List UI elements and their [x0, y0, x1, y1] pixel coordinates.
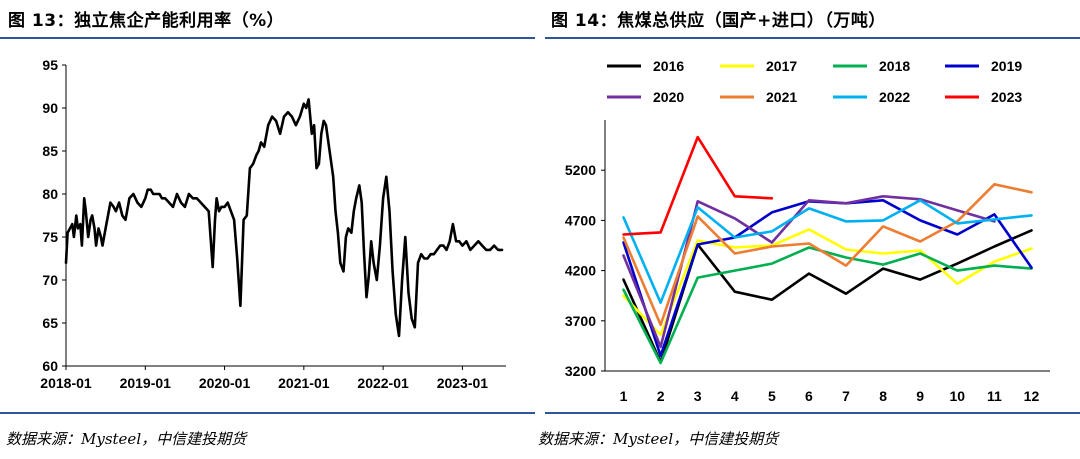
y-tick-label: 60	[42, 358, 58, 374]
y-tick-label: 95	[42, 57, 58, 73]
x-tick-label: 2	[657, 388, 665, 404]
y-tick-label: 4200	[565, 263, 596, 279]
legend-label-2017: 2017	[766, 58, 797, 74]
legend-label-2020: 2020	[653, 89, 684, 105]
right-figure-title: 图 14：焦煤总供应（国产+进口）（万吨）	[551, 11, 886, 31]
right-bottom-rule	[545, 412, 1080, 414]
x-tick-label: 3	[694, 388, 702, 404]
x-tick-label: 8	[879, 388, 887, 404]
series-line-2022	[622, 199, 1033, 305]
x-tick-label: 11	[987, 388, 1002, 404]
y-tick-label: 85	[42, 143, 58, 159]
legend-label-2023: 2023	[991, 89, 1022, 105]
y-tick-label: 75	[42, 229, 58, 245]
x-tick-label: 2021-01	[278, 375, 330, 391]
y-tick-label: 4700	[565, 212, 596, 228]
right-figure-panel: 图 14：焦煤总供应（国产+进口）（万吨） 3200 3700 4200 4700 52…	[538, 0, 1080, 459]
y-tick-label: 70	[42, 272, 58, 288]
x-tick-label: 2022-01	[357, 375, 409, 391]
right-source-note: 数据来源：Mysteel，中信建投期货	[538, 430, 779, 448]
series-line-2018	[622, 246, 1033, 365]
left-source-note: 数据来源：Mysteel，中信建投期货	[6, 430, 247, 448]
x-tick-label: 2019-01	[120, 375, 172, 391]
legend-label-2019: 2019	[991, 58, 1022, 74]
x-tick-label: 6	[805, 388, 813, 404]
y-tick-label: 65	[42, 315, 58, 331]
left-top-rule	[0, 37, 535, 39]
x-tick-label: 2023-01	[437, 375, 489, 391]
legend-label-2021: 2021	[766, 89, 797, 105]
x-tick-label: 5	[768, 388, 776, 404]
x-tick-label: 7	[842, 388, 850, 404]
left-bottom-rule	[0, 412, 535, 414]
y-tick-label: 3700	[565, 313, 596, 329]
legend-label-2016: 2016	[653, 58, 684, 74]
x-tick-label: 2018-01	[40, 375, 92, 391]
legend-label-2022: 2022	[879, 89, 910, 105]
y-tick-label: 3200	[565, 363, 596, 379]
y-tick-label: 90	[42, 100, 58, 116]
y-tick-label: 80	[42, 186, 58, 202]
series-line-2017	[622, 228, 1033, 337]
capacity-utilization-chart: 60 65 70 75 80 85 90 95 2018-01 2019-01 2020-01 202…	[40, 57, 506, 391]
x-tick-label: 1	[620, 388, 628, 404]
left-figure-title: 图 13：独立焦企产能利用率（%）	[8, 11, 285, 31]
left-figure-panel: 图 13：独立焦企产能利用率（%） 60 65 70 75 80 85 90 95 2018-0…	[0, 0, 535, 459]
x-tick-label: 9	[916, 388, 924, 404]
x-tick-label: 12	[1024, 388, 1040, 404]
series-line-2021	[622, 183, 1033, 327]
x-tick-label: 2020-01	[199, 375, 251, 391]
series-line-utilization	[64, 98, 504, 338]
series-line-2019	[622, 199, 1033, 358]
x-tick-label: 10	[950, 388, 966, 404]
x-tick-label: 4	[731, 388, 739, 404]
right-top-rule	[545, 37, 1080, 39]
y-tick-label: 5200	[565, 162, 596, 178]
legend-label-2018: 2018	[879, 58, 910, 74]
series-line-2023	[622, 135, 774, 236]
